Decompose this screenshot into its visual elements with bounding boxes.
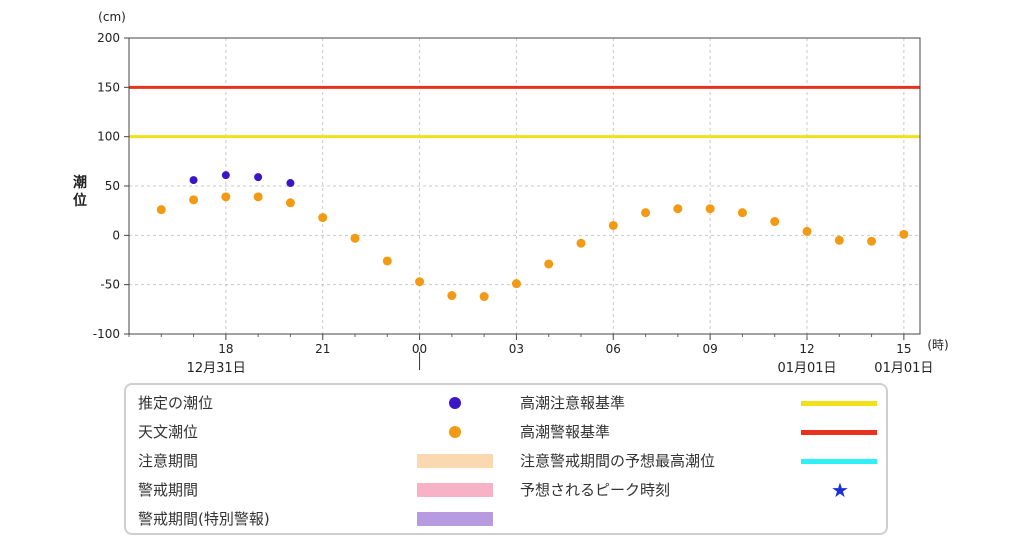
legend-swatch [417,483,493,497]
astronomical-tide-point [253,192,263,202]
legend-label: 予想されるピーク時刻 [520,481,671,499]
astronomical-tide-point [673,204,683,214]
astronomical-tide-point [221,192,231,202]
legend-swatch [417,512,493,526]
astronomical-tide-point [544,259,554,269]
legend-label: 注意期間 [138,452,199,470]
reference-lines [129,85,920,139]
astronomical-tide-point [867,236,877,246]
astronomical-tide-point [834,235,844,245]
estimated-tide-point [286,179,295,188]
x-tick-label: 00 [412,342,427,356]
y-tick-label: -100 [93,327,120,341]
x-tick-labels: 18 21 00 03 06 09 12 15 [218,342,911,356]
date-label: 01月01日 [777,361,836,376]
y-tick-label: 150 [97,80,120,94]
astronomical-tide-point [285,198,295,208]
legend-swatch [417,454,493,468]
legend-label: 高潮注意報基準 [520,394,626,412]
y-tick-label: 0 [112,228,120,242]
astronomical-tide-point [318,213,328,223]
legend-label: 注意警戒期間の予想最高潮位 [520,452,716,470]
astronomical-tide-point [479,292,489,302]
astronomical-tide-point [415,277,425,287]
x-tick-label: 03 [509,342,524,356]
astronomical-tide-point [705,204,715,214]
date-labels: 12月31日 01月01日 01月01日 [187,352,933,376]
star-icon: ★ [831,478,849,502]
x-tick-label: 21 [315,342,330,356]
legend: 推定の潮位天文潮位注意期間警戒期間警戒期間(特別警報) 高潮注意報基準 高潮警報基準… [124,383,888,535]
estimated-tide-point [221,171,230,180]
plot-border [128,37,921,335]
astronomical-tide-point [802,226,812,236]
y-tick-label: 50 [105,179,120,193]
x-tick-label: 18 [218,342,233,356]
data-points [156,171,909,302]
legend-label: 警戒期間 [138,481,199,499]
astronomical-tide-point [770,217,780,227]
astronomical-tide-point [511,279,521,289]
y-tick-label: 100 [97,130,120,144]
astronomical-tide-point [608,220,618,230]
legend-dot-icon [449,426,461,438]
astronomical-tide-point [899,229,909,239]
y-unit-label: (cm) [98,10,126,24]
astronomical-tide-point [576,238,586,248]
x-tick-label: 09 [703,342,718,356]
y-tick-label: 200 [97,31,120,45]
astronomical-tide-point [382,256,392,266]
date-label: 01月01日 [874,361,933,376]
legend-label: 警戒期間(特別警報) [138,510,270,528]
tide-chart: (cm) (時) 潮位 -100 -50 0 50 100 150 200 18 21 00 03… [73,10,949,376]
plot-frame [124,37,921,340]
x-tick-label: 12 [799,342,814,356]
legend-line-swatch [801,459,877,464]
grid-lines [129,38,920,334]
estimated-tide-point [254,173,263,182]
date-label: 12月31日 [187,361,246,376]
x-tick-label: 06 [606,342,621,356]
astronomical-tide-point [189,195,199,205]
estimated-tide-point [189,176,198,185]
legend-label: 推定の潮位 [138,394,214,412]
astronomical-tide-point [156,205,166,215]
astronomical-tide-point [641,208,651,218]
x-unit-label: (時) [927,338,948,352]
legend-label: 高潮警報基準 [520,423,611,441]
y-tick-label: -50 [100,278,120,292]
astronomical-tide-point [737,208,747,218]
legend-line-swatch [801,430,877,435]
astronomical-tide-point [447,291,457,301]
y-tick-labels: -100 -50 0 50 100 150 200 [93,31,120,341]
x-tick-label: 15 [896,342,911,356]
legend-dot-icon [449,397,461,409]
legend-line-swatch [801,401,877,406]
y-axis-title: 潮位 [73,174,87,209]
astronomical-tide-point [350,233,360,243]
legend-label: 天文潮位 [138,423,199,441]
